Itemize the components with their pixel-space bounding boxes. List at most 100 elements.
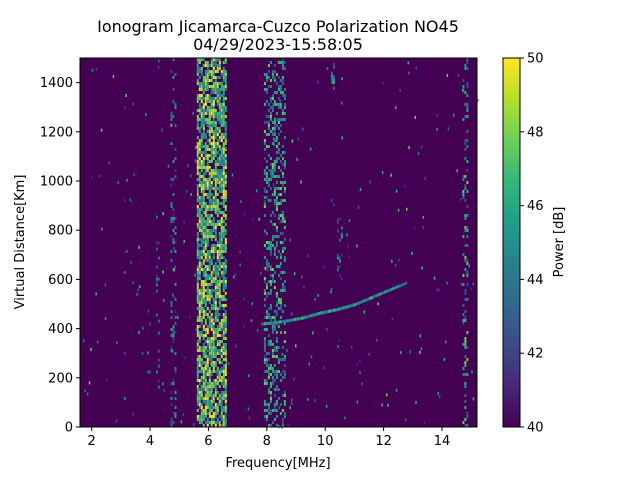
heatmap-cell xyxy=(198,310,201,313)
heatmap-cell xyxy=(220,223,223,226)
heatmap-cell xyxy=(411,251,413,255)
heatmap-cell xyxy=(462,373,465,376)
heatmap-cell xyxy=(351,345,353,349)
heatmap-cell xyxy=(208,202,211,205)
heatmap-cell xyxy=(275,403,278,406)
heatmap-cell xyxy=(281,289,284,292)
heatmap-cell xyxy=(212,109,215,112)
heatmap-cell xyxy=(269,214,272,217)
heatmap-cell xyxy=(222,115,225,118)
heatmap-cell xyxy=(204,415,207,418)
heatmap-cell xyxy=(206,88,209,91)
heatmap-cell xyxy=(200,331,203,334)
trace-point xyxy=(398,284,401,288)
trace-point xyxy=(290,318,293,322)
heatmap-cell xyxy=(464,355,467,358)
heatmap-cell xyxy=(277,97,280,100)
heatmap-cell xyxy=(398,258,400,262)
heatmap-cell xyxy=(283,112,286,115)
heatmap-cell xyxy=(84,389,86,392)
heatmap-cell xyxy=(269,364,272,367)
heatmap-cell xyxy=(277,250,280,253)
heatmap-cell xyxy=(172,220,175,223)
heatmap-cell xyxy=(277,166,280,169)
heatmap-cell xyxy=(214,181,217,184)
heatmap-cell xyxy=(271,163,274,166)
heatmap-cell xyxy=(210,121,213,124)
trace-point xyxy=(353,303,356,307)
heatmap-cell xyxy=(222,124,225,127)
heatmap-cell xyxy=(210,418,213,421)
trace-point xyxy=(361,300,364,304)
heatmap-cell xyxy=(202,286,205,289)
heatmap-cell xyxy=(172,280,175,283)
heatmap-cell xyxy=(218,424,221,427)
heatmap-cell xyxy=(291,139,294,143)
heatmap-cell xyxy=(224,232,227,235)
heatmap-cell xyxy=(387,403,389,407)
heatmap-cell xyxy=(147,309,150,313)
heatmap-cell xyxy=(214,145,217,148)
heatmap-cell xyxy=(198,295,201,298)
heatmap-cell xyxy=(277,361,280,364)
heatmap-cell xyxy=(222,211,225,214)
heatmap-cell xyxy=(202,409,205,412)
heatmap-cell xyxy=(281,82,284,85)
trace-point xyxy=(308,314,311,318)
heatmap-cell xyxy=(222,406,225,409)
heatmap-cell xyxy=(267,262,270,265)
heatmap-cell xyxy=(204,289,207,292)
heatmap-cell xyxy=(200,412,203,415)
heatmap-cell xyxy=(220,382,223,385)
heatmap-cell xyxy=(162,382,164,386)
colorbar-tick-label: 50 xyxy=(527,52,544,67)
heatmap-cell xyxy=(222,277,225,280)
heatmap-cell xyxy=(222,175,225,178)
heatmap-cell xyxy=(271,409,274,412)
heatmap-cell xyxy=(206,163,209,166)
heatmap-cell xyxy=(269,163,272,166)
heatmap-cell xyxy=(275,145,278,148)
heatmap-cell xyxy=(202,310,205,313)
heatmap-cell xyxy=(218,373,221,376)
heatmap-cell xyxy=(265,295,268,298)
heatmap-cell xyxy=(210,385,213,388)
heatmap-cell xyxy=(202,289,205,292)
heatmap-cell xyxy=(275,415,278,418)
heatmap-cell xyxy=(273,235,276,238)
heatmap-cell xyxy=(222,385,225,388)
heatmap-cell xyxy=(208,112,211,115)
heatmap-cell xyxy=(214,277,217,280)
heatmap-cell xyxy=(224,250,227,253)
heatmap-cell xyxy=(312,331,314,335)
heatmap-cell xyxy=(202,388,205,391)
heatmap-cell xyxy=(200,244,203,247)
heatmap-cell xyxy=(464,340,467,343)
trace-point xyxy=(343,306,346,310)
heatmap-cell xyxy=(123,88,126,91)
heatmap-cell xyxy=(204,79,207,82)
heatmap-cell xyxy=(290,312,293,316)
heatmap-cell xyxy=(265,73,268,76)
heatmap-cell xyxy=(206,256,209,259)
heatmap-cell xyxy=(198,289,201,292)
heatmap-cell xyxy=(273,319,276,322)
heatmap-cell xyxy=(220,112,223,115)
heatmap-cell xyxy=(265,265,268,268)
heatmap-cell xyxy=(224,199,227,202)
heatmap-cell xyxy=(204,214,207,217)
heatmap-cell xyxy=(206,76,209,79)
colorbar xyxy=(502,57,521,428)
heatmap-cell xyxy=(275,151,278,154)
heatmap-cell xyxy=(196,274,199,277)
heatmap-cell xyxy=(214,424,217,427)
heatmap-cell xyxy=(222,146,224,150)
heatmap-cell xyxy=(346,233,348,237)
heatmap-cell xyxy=(224,325,227,328)
heatmap-cell xyxy=(283,271,286,274)
heatmap-cell xyxy=(275,355,278,358)
trace-point xyxy=(357,301,360,305)
heatmap-cell xyxy=(202,376,205,379)
heatmap-cell xyxy=(216,67,219,70)
heatmap-cell xyxy=(208,283,211,286)
